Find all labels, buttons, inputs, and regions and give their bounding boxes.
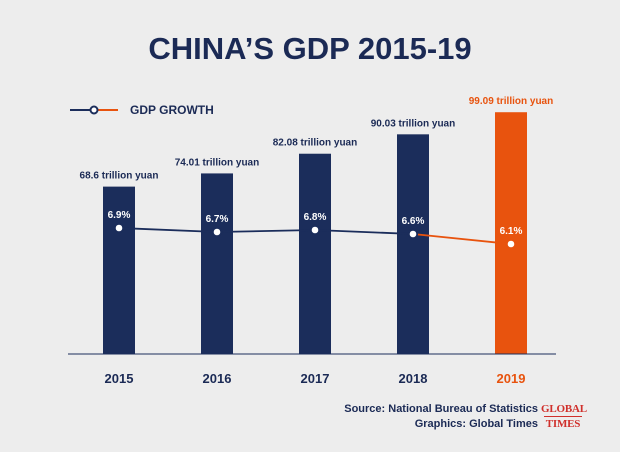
growth-point-2016 [211,226,223,238]
growth-label-2018: 6.6% [402,216,425,227]
legend-label: GDP GROWTH [130,103,214,117]
growth-point-2018 [407,228,419,240]
x-tick-2015: 2015 [105,371,134,386]
x-tick-2019: 2019 [497,371,526,386]
value-label-2015: 68.6 trillion yuan [80,171,159,182]
logo-line-2: TIMES [545,418,581,430]
bars-group [103,112,527,354]
bar-2015 [103,186,135,354]
growth-line-segment-2018-2019 [412,233,512,245]
value-label-2019: 99.09 trillion yuan [469,96,553,107]
logo-line-1: GLOBAL [541,403,587,415]
growth-point-2017 [309,224,321,236]
labels-group: 68.6 trillion yuan 2015 74.01 trillion yua… [80,96,554,386]
growth-line-segment-2017-2018 [314,229,414,235]
legend-marker [89,105,99,115]
growth-label-2015: 6.9% [108,210,131,221]
logo-rule [544,416,582,417]
global-times-logo: GLOBAL TIMES [541,402,587,432]
value-label-2017: 82.08 trillion yuan [273,138,357,149]
chart-title: CHINA’S GDP 2015-19 [148,31,471,66]
footer: Source: National Bureau of Statistics Gr… [344,402,538,432]
growth-label-2019: 6.1% [500,226,523,237]
legend: GDP GROWTH [70,103,214,117]
x-tick-2018: 2018 [399,371,428,386]
source-text: Source: National Bureau of Statistics [344,403,538,415]
graphics-credit: Graphics: Global Times [414,418,538,430]
growth-point-2019 [505,238,517,250]
bar-2016 [201,173,233,354]
growth-label-2017: 6.8% [304,212,327,223]
bar-2017 [299,153,331,354]
growth-label-2016: 6.7% [206,214,229,225]
x-tick-2017: 2017 [301,371,330,386]
value-label-2018: 90.03 trillion yuan [371,118,455,129]
bar-2019 [495,112,527,354]
growth-line-segment-2016-2017 [216,229,316,233]
growth-line-group: 6.9% 6.7% 6.8% 6.6% 6.1% [108,210,523,250]
growth-line-segment-2015-2016 [118,227,218,233]
x-tick-2016: 2016 [203,371,232,386]
value-label-2016: 74.01 trillion yuan [175,157,259,168]
bar-2018 [397,134,429,354]
growth-point-2015 [113,222,125,234]
